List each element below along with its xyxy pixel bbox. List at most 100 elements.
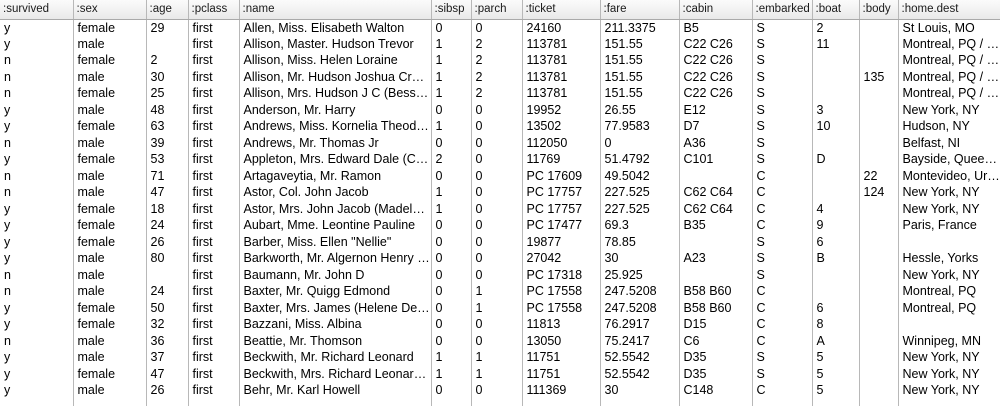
cell-fare[interactable]: 151.55 bbox=[600, 52, 680, 69]
cell-sex[interactable]: male bbox=[73, 250, 147, 267]
cell-pclass[interactable]: first bbox=[188, 233, 240, 250]
cell-embarked[interactable]: C bbox=[752, 332, 813, 349]
cell-boat[interactable] bbox=[812, 184, 860, 201]
cell-survived[interactable]: n bbox=[0, 283, 74, 300]
cell-fare[interactable]: 26.55 bbox=[600, 101, 680, 118]
cell-sibsp[interactable]: 0 bbox=[431, 233, 472, 250]
cell-fare[interactable]: 52.5542 bbox=[600, 349, 680, 366]
cell-ticket[interactable]: 13502 bbox=[522, 118, 601, 135]
cell-boat[interactable] bbox=[812, 283, 860, 300]
cell-name[interactable]: Baumann, Mr. John D bbox=[239, 266, 432, 283]
cell-embarked[interactable]: S bbox=[752, 266, 813, 283]
cell-ticket[interactable]: 24160 bbox=[522, 19, 601, 36]
cell-fare[interactable]: 69.3 bbox=[600, 217, 680, 234]
cell-embarked[interactable]: C bbox=[752, 184, 813, 201]
cell-parch[interactable]: 0 bbox=[471, 316, 523, 333]
column-header-age[interactable]: :age bbox=[146, 0, 189, 20]
table-row[interactable]: y female 24 first Aubart, Mme. Leontine Paul… bbox=[0, 217, 1000, 234]
cell-home-dest[interactable]: Montreal, PQ / Chesterville, ON bbox=[898, 35, 1000, 52]
cell-pclass[interactable]: first bbox=[188, 365, 240, 382]
cell-sex[interactable]: female bbox=[73, 316, 147, 333]
cell-body[interactable] bbox=[859, 283, 899, 300]
cell-ticket[interactable]: 27042 bbox=[522, 250, 601, 267]
cell-name[interactable]: Barber, Miss. Ellen "Nellie" bbox=[239, 233, 432, 250]
cell-embarked[interactable]: S bbox=[752, 134, 813, 151]
column-header-ticket[interactable]: :ticket bbox=[522, 0, 601, 20]
cell-home-dest[interactable]: Winnipeg, MN bbox=[898, 332, 1000, 349]
cell-boat[interactable]: 3 bbox=[812, 101, 860, 118]
cell-body[interactable] bbox=[859, 266, 899, 283]
cell-survived[interactable]: n bbox=[0, 52, 74, 69]
cell-boat[interactable]: 2 bbox=[812, 19, 860, 36]
cell-ticket[interactable]: 113781 bbox=[522, 68, 601, 85]
column-header-sex[interactable]: :sex bbox=[73, 0, 147, 20]
cell-embarked[interactable]: S bbox=[752, 365, 813, 382]
cell-embarked[interactable]: S bbox=[752, 250, 813, 267]
cell-age[interactable] bbox=[146, 35, 189, 52]
cell-name[interactable]: Astor, Col. John Jacob bbox=[239, 184, 432, 201]
cell-body[interactable] bbox=[859, 118, 899, 135]
cell-pclass[interactable]: first bbox=[188, 283, 240, 300]
cell-sibsp[interactable] bbox=[431, 398, 472, 406]
cell-survived[interactable]: y bbox=[0, 200, 74, 217]
cell-parch[interactable]: 1 bbox=[471, 283, 523, 300]
cell-cabin[interactable]: C22 C26 bbox=[679, 68, 753, 85]
cell-embarked[interactable]: S bbox=[752, 52, 813, 69]
cell-ticket[interactable]: 111369 bbox=[522, 382, 601, 399]
cell-pclass[interactable]: first bbox=[188, 200, 240, 217]
column-header-body[interactable]: :body bbox=[859, 0, 899, 20]
cell-age[interactable]: 47 bbox=[146, 184, 189, 201]
cell-parch[interactable]: 0 bbox=[471, 266, 523, 283]
cell-name[interactable]: Allen, Miss. Elisabeth Walton bbox=[239, 19, 432, 36]
cell-fare[interactable]: 30 bbox=[600, 382, 680, 399]
cell-ticket[interactable]: PC 17609 bbox=[522, 167, 601, 184]
cell-body[interactable]: 22 bbox=[859, 167, 899, 184]
cell-cabin[interactable]: B58 B60 bbox=[679, 299, 753, 316]
cell-home-dest[interactable]: Montreal, PQ / Chesterville, ON bbox=[902, 86, 1000, 101]
cell-age[interactable]: 50 bbox=[146, 299, 189, 316]
cell-sex[interactable]: male bbox=[73, 382, 147, 399]
cell-age[interactable]: 25 bbox=[146, 85, 189, 102]
cell-boat[interactable] bbox=[812, 398, 860, 406]
table-row[interactable]: y male 48 first Anderson, Mr. Harry 0 0 19952 26… bbox=[0, 101, 1000, 118]
cell-ticket[interactable]: 112050 bbox=[522, 134, 601, 151]
cell-sibsp[interactable]: 1 bbox=[431, 200, 472, 217]
cell-age[interactable]: 30 bbox=[146, 68, 189, 85]
cell-pclass[interactable]: first bbox=[188, 299, 240, 316]
table-row[interactable]: n male 36 first Beattie, Mr. Thomson 0 0 13050 7… bbox=[0, 332, 1000, 349]
cell-cabin[interactable] bbox=[679, 398, 753, 406]
cell-boat[interactable]: 8 bbox=[812, 316, 860, 333]
cell-boat[interactable]: 10 bbox=[812, 118, 860, 135]
cell-name[interactable]: Bazzani, Miss. Albina bbox=[239, 316, 432, 333]
cell-fare[interactable]: 49.5042 bbox=[600, 167, 680, 184]
cell-fare[interactable]: 25.925 bbox=[600, 266, 680, 283]
cell-sibsp[interactable]: 0 bbox=[431, 332, 472, 349]
cell-pclass[interactable]: first bbox=[188, 68, 240, 85]
cell-survived[interactable]: y bbox=[0, 349, 74, 366]
cell-sex[interactable]: female bbox=[73, 217, 147, 234]
column-header-survived[interactable]: :survived bbox=[0, 0, 74, 20]
cell-ticket[interactable]: 113781 bbox=[522, 85, 601, 102]
cell-parch[interactable]: 1 bbox=[471, 349, 523, 366]
cell-fare[interactable]: 247.5208 bbox=[600, 283, 680, 300]
cell-body[interactable] bbox=[859, 349, 899, 366]
cell-embarked[interactable]: C bbox=[752, 316, 813, 333]
cell-pclass[interactable]: first bbox=[188, 52, 240, 69]
cell-name[interactable]: Baxter, Mrs. James (Helene DeLaudeniere … bbox=[239, 299, 432, 316]
table-row[interactable]: y male 26 first Behr, Mr. Karl Howell 0 0 11136… bbox=[0, 382, 1000, 399]
cell-sibsp[interactable]: 1 bbox=[431, 349, 472, 366]
cell-home-dest[interactable] bbox=[898, 316, 1000, 333]
cell-cabin[interactable]: B58 B60 bbox=[679, 283, 753, 300]
cell-embarked[interactable]: S bbox=[752, 68, 813, 85]
cell-sibsp[interactable]: 2 bbox=[431, 151, 472, 168]
cell-fare[interactable]: 78.85 bbox=[600, 233, 680, 250]
cell-parch[interactable]: 0 bbox=[471, 382, 523, 399]
table-row[interactable]: y male 80 first Barkworth, Mr. Algernon Henr… bbox=[0, 250, 1000, 267]
cell-survived[interactable]: y bbox=[0, 19, 74, 36]
cell-survived[interactable]: y bbox=[0, 35, 74, 52]
table-row[interactable]: n male 71 first Artagaveytia, Mr. Ramon 0 0 PC … bbox=[0, 167, 1000, 184]
cell-pclass[interactable]: first bbox=[188, 35, 240, 52]
cell-sex[interactable]: male bbox=[73, 184, 147, 201]
cell-cabin[interactable]: C22 C26 bbox=[679, 35, 753, 52]
table-row[interactable]: y female 47 first Beckwith, Mrs. Richard Leo… bbox=[0, 365, 1000, 382]
